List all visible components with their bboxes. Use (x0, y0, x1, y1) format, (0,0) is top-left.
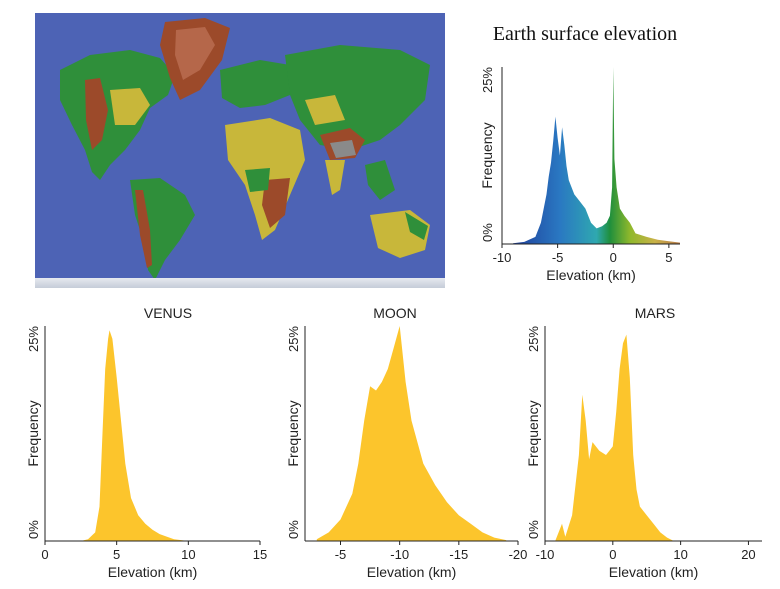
map-africa-highlands (262, 178, 290, 228)
map-central-asia (305, 95, 345, 125)
mars-y-tick-label-min: 0% (526, 520, 541, 539)
venus-x-tick-label: 15 (253, 547, 267, 562)
earth-x-tick-label: 0 (610, 250, 617, 265)
earth-x-tick-label: -10 (493, 250, 512, 265)
venus-chart: 0 5 10 15 0% 25% Frequency Elevation (km) VENUS (25, 305, 267, 580)
earth-y-label: Frequency (479, 122, 495, 188)
moon-x-tick-label: -10 (390, 547, 409, 562)
venus-x-tick-label: 10 (181, 547, 195, 562)
moon-title: MOON (373, 305, 417, 321)
map-tibet-plateau (330, 140, 356, 158)
moon-x-label: Elevation (km) (367, 564, 456, 580)
earth-x-label: Elevation (km) (546, 267, 635, 283)
moon-x-tick-label: -5 (335, 547, 347, 562)
earth-x-tick-label: -5 (552, 250, 564, 265)
map-na-plains (110, 88, 150, 125)
earth-title: Earth surface elevation (493, 23, 677, 45)
mars-y-label: Frequency (525, 400, 541, 466)
mars-chart: -10 0 10 20 0% 25% Frequency Elevation (km) MARS (525, 305, 762, 580)
venus-title: VENUS (144, 305, 192, 321)
earth-y-tick-label-min: 0% (480, 223, 495, 242)
map-se-asia (365, 160, 395, 200)
venus-y-label: Frequency (25, 400, 41, 466)
venus-x-label: Elevation (km) (108, 564, 197, 580)
mars-x-tick-label: 0 (609, 547, 616, 562)
world-relief-map (35, 13, 445, 288)
map-rocky-mountains (85, 78, 108, 150)
mars-title: MARS (635, 305, 675, 321)
map-congo (245, 168, 270, 192)
moon-x-tick-label: -15 (449, 547, 468, 562)
venus-x-tick-label: 5 (113, 547, 120, 562)
earth-x-tick-label: 5 (665, 250, 672, 265)
moon-y-label: Frequency (285, 400, 301, 466)
map-greenland-ice (175, 27, 215, 80)
earth-chart: -10 -5 0 5 0% 25% Frequency Elevation (km) Earth… (479, 23, 680, 283)
mars-area (555, 334, 674, 541)
moon-x-tick-label: -20 (509, 547, 528, 562)
mars-x-tick-label: 10 (673, 547, 687, 562)
mars-x-tick-label: 20 (741, 547, 755, 562)
venus-y-tick-label-min: 0% (26, 520, 41, 539)
mars-x-tick-label: -10 (536, 547, 555, 562)
moon-y-tick-label-min: 0% (286, 520, 301, 539)
map-europe (220, 60, 290, 108)
earth-area (513, 67, 680, 244)
moon-area (316, 326, 507, 541)
map-australia-coast (405, 212, 428, 240)
venus-x-tick-label: 0 (41, 547, 48, 562)
earth-y-tick-label-max: 25% (480, 67, 495, 93)
moon-y-tick-label-max: 25% (286, 326, 301, 352)
charts: -10 -5 0 5 0% 25% Frequency Elevation (km) Earth… (25, 23, 762, 580)
venus-area (80, 330, 189, 541)
mars-x-label: Elevation (km) (609, 564, 698, 580)
moon-chart: -5 -10 -15 -20 0% 25% Frequency Elevation (km) M… (285, 305, 527, 580)
mars-y-tick-label-max: 25% (526, 326, 541, 352)
venus-y-tick-label-max: 25% (26, 326, 41, 352)
map-andes (135, 190, 152, 268)
map-antarctica (35, 278, 445, 288)
map-india (325, 160, 345, 195)
